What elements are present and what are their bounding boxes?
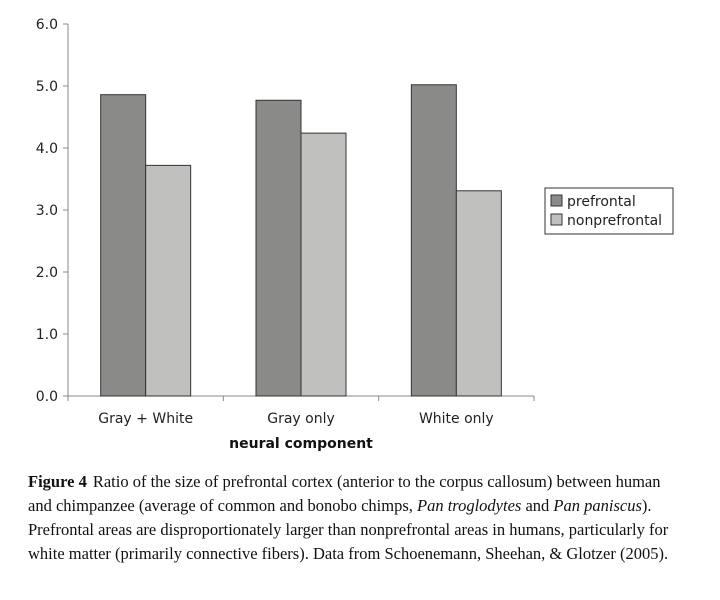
y-tick-label: 5.0 <box>36 79 58 95</box>
x-tick-label: White only <box>419 411 494 427</box>
legend: prefrontal nonprefrontal <box>544 187 674 235</box>
y-tick-label: 2.0 <box>36 265 58 281</box>
caption-part: Ratio of the size of prefrontal cortex (… <box>28 472 661 515</box>
bar-prefrontal-3 <box>410 84 457 397</box>
figure-label: Figure 4 <box>28 472 87 491</box>
caption-part: Pan troglodytes <box>417 496 522 515</box>
legend-label-prefrontal: prefrontal <box>567 194 636 210</box>
caption-part: Pan paniscus <box>553 496 642 515</box>
y-tick-label: 1.0 <box>36 327 58 343</box>
bar-chart: 0.0 1.0 2.0 3.0 4.0 5.0 6.0 Gray + White Gray o… <box>36 17 674 452</box>
bar-prefrontal-2 <box>255 99 302 397</box>
caption-part: ). Prefrontal areas are disproportionate… <box>28 496 669 563</box>
y-tick-label: 3.0 <box>36 203 58 219</box>
legend-label-nonprefrontal: nonprefrontal <box>567 213 662 229</box>
legend-swatch-nonprefrontal <box>550 213 563 226</box>
y-tick-label: 0.0 <box>36 389 58 405</box>
bar-nonprefrontal-1 <box>145 164 192 397</box>
caption-text: Ratio of the size of prefrontal cortex (… <box>28 472 668 563</box>
y-axis: 0.0 1.0 2.0 3.0 4.0 5.0 6.0 <box>36 17 69 405</box>
legend-swatch-prefrontal <box>550 194 563 207</box>
x-axis-title: neural component <box>229 436 373 452</box>
bar-prefrontal-1 <box>100 94 147 397</box>
x-tick-label: Gray + White <box>98 411 193 427</box>
bar-nonprefrontal-3 <box>455 190 502 397</box>
x-axis: Gray + White Gray only White only <box>67 395 535 427</box>
y-tick-label: 4.0 <box>36 141 58 157</box>
bars <box>100 84 502 397</box>
x-tick-label: Gray only <box>267 411 335 427</box>
bar-nonprefrontal-2 <box>300 132 347 397</box>
figure-caption: Figure 4 Ratio of the size of prefrontal … <box>28 470 688 566</box>
y-tick-label: 6.0 <box>36 17 58 33</box>
legend-box <box>544 187 674 235</box>
caption-part: and <box>521 496 554 515</box>
